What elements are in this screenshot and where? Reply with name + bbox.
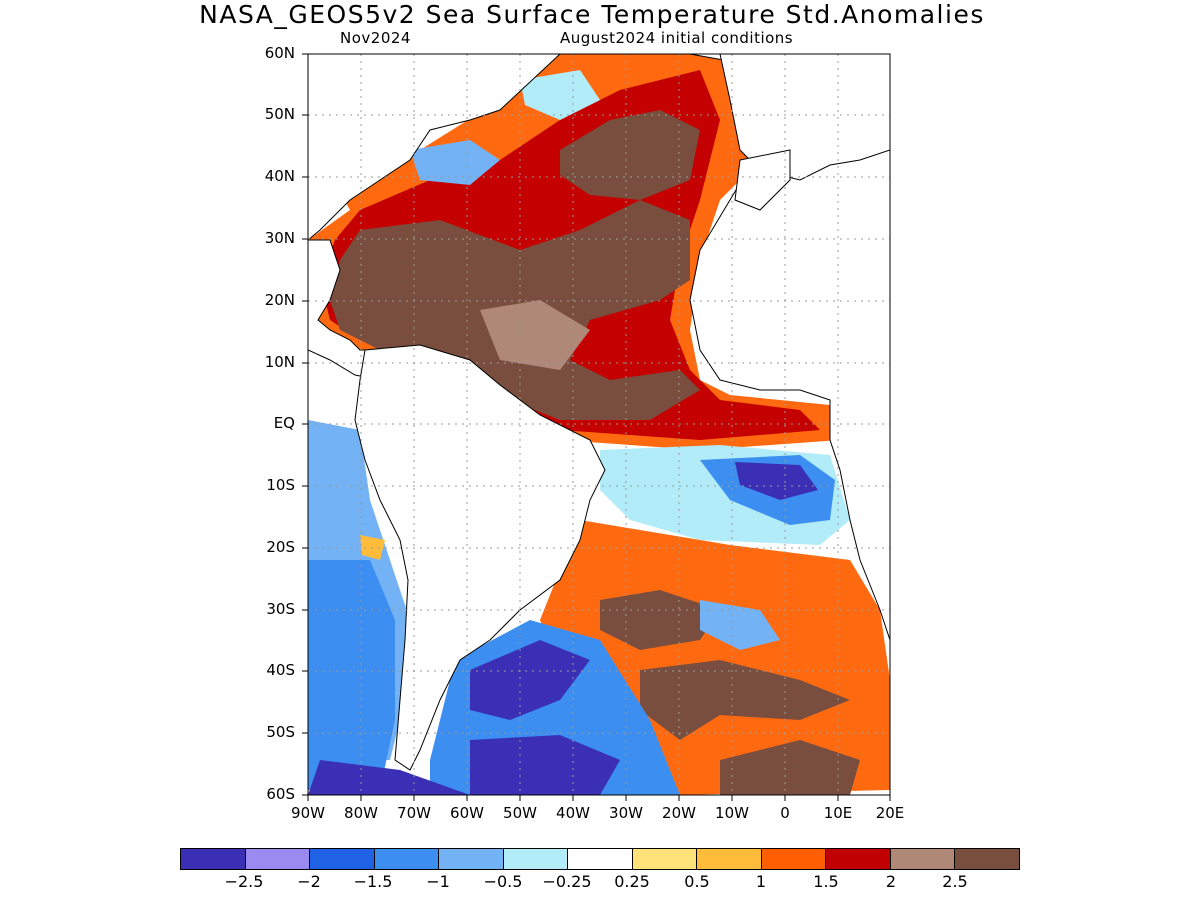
anomaly-field [308,54,890,795]
lon-label: 10W [715,804,749,822]
very-cold-region-angola [735,462,818,500]
colorbar-label: −1 [426,872,450,891]
south-america-land [354,344,606,771]
lat-label: 10S [266,476,295,494]
colorbar-label: 2.5 [942,872,968,891]
lon-label: 10E [823,804,853,822]
lat-label: 20S [266,538,295,556]
colorbar-label: 2 [885,872,897,891]
colorbar-swatch [181,849,246,869]
colorbar-swatch [245,849,311,869]
forecast-month-label: Nov2024 [340,29,411,47]
iberia-land [734,149,791,211]
colorbar-label: −0.5 [483,872,523,891]
colorbar-swatch [826,849,891,869]
north-america-land [308,54,561,241]
colorbar-label: 1 [755,872,767,891]
lat-label: 30S [266,600,295,618]
lat-label: 40S [266,661,295,679]
colorbar-label: −2 [297,872,321,891]
lat-label: 30N [264,229,295,247]
very-cold-region-drake [308,760,470,795]
chart-title: NASA_GEOS5v2 Sea Surface Temperature Std… [199,0,985,29]
colorbar-swatch [761,849,827,869]
lon-label: 90W [291,804,325,822]
cool-patch-north2 [520,70,600,120]
lat-label: EQ [273,414,295,432]
lon-label: 30W [609,804,643,822]
very-cold-region-southwest [470,640,590,720]
extreme-region-south-atlantic [600,590,720,650]
colorbar-swatch [632,849,698,869]
lon-label: 40W [556,804,590,822]
pink-patch [480,300,590,370]
lon-label: 60W [450,804,484,822]
colorbar-swatch [568,849,633,869]
init-conditions-label: August2024 initial conditions [560,29,794,47]
colorbar-label: −0.25 [542,872,592,891]
cold-region-east-pacific-south [308,560,395,790]
colorbar-label: −1.5 [353,872,393,891]
colorbar-swatch [955,849,1019,869]
lon-label: 20W [662,804,696,822]
gridlines [308,54,890,795]
lat-label: 10N [264,353,295,371]
central-america-land [308,239,401,381]
lat-label: 50N [264,105,295,123]
colorbar-label: 0.5 [684,872,710,891]
colorbar-label: 1.5 [813,872,839,891]
extreme-region-far-south [720,740,860,795]
cool-patch-north [410,140,500,185]
lon-label: 20E [875,804,905,822]
colorbar-swatch [310,849,375,869]
extreme-region-south-atlantic2 [640,660,850,740]
very-cold-region-south [470,735,620,795]
lon-label: 70W [397,804,431,822]
warm-region-south-atlantic [540,520,890,795]
lon-label: 80W [344,804,378,822]
colorbar-swatch [503,849,569,869]
colorbar-swatch [439,849,504,869]
europe-land [719,54,890,181]
lat-label: 60N [264,44,295,62]
map-frame [307,53,891,796]
colorbar [180,848,1020,870]
lat-label: 20N [264,291,295,309]
lat-label: 50S [266,723,295,741]
cool-patch-south [700,600,780,650]
colorbar-label: 0.25 [614,872,650,891]
lat-label: 60S [266,785,295,803]
colorbar-swatch [374,849,440,869]
lat-label: 40N [264,167,295,185]
colorbar-label: −2.5 [224,872,264,891]
colorbar-swatch [890,849,956,869]
lon-label: 0 [780,804,790,822]
lon-label: 50W [503,804,537,822]
colorbar-swatch [697,849,762,869]
tick-marks [302,53,891,801]
